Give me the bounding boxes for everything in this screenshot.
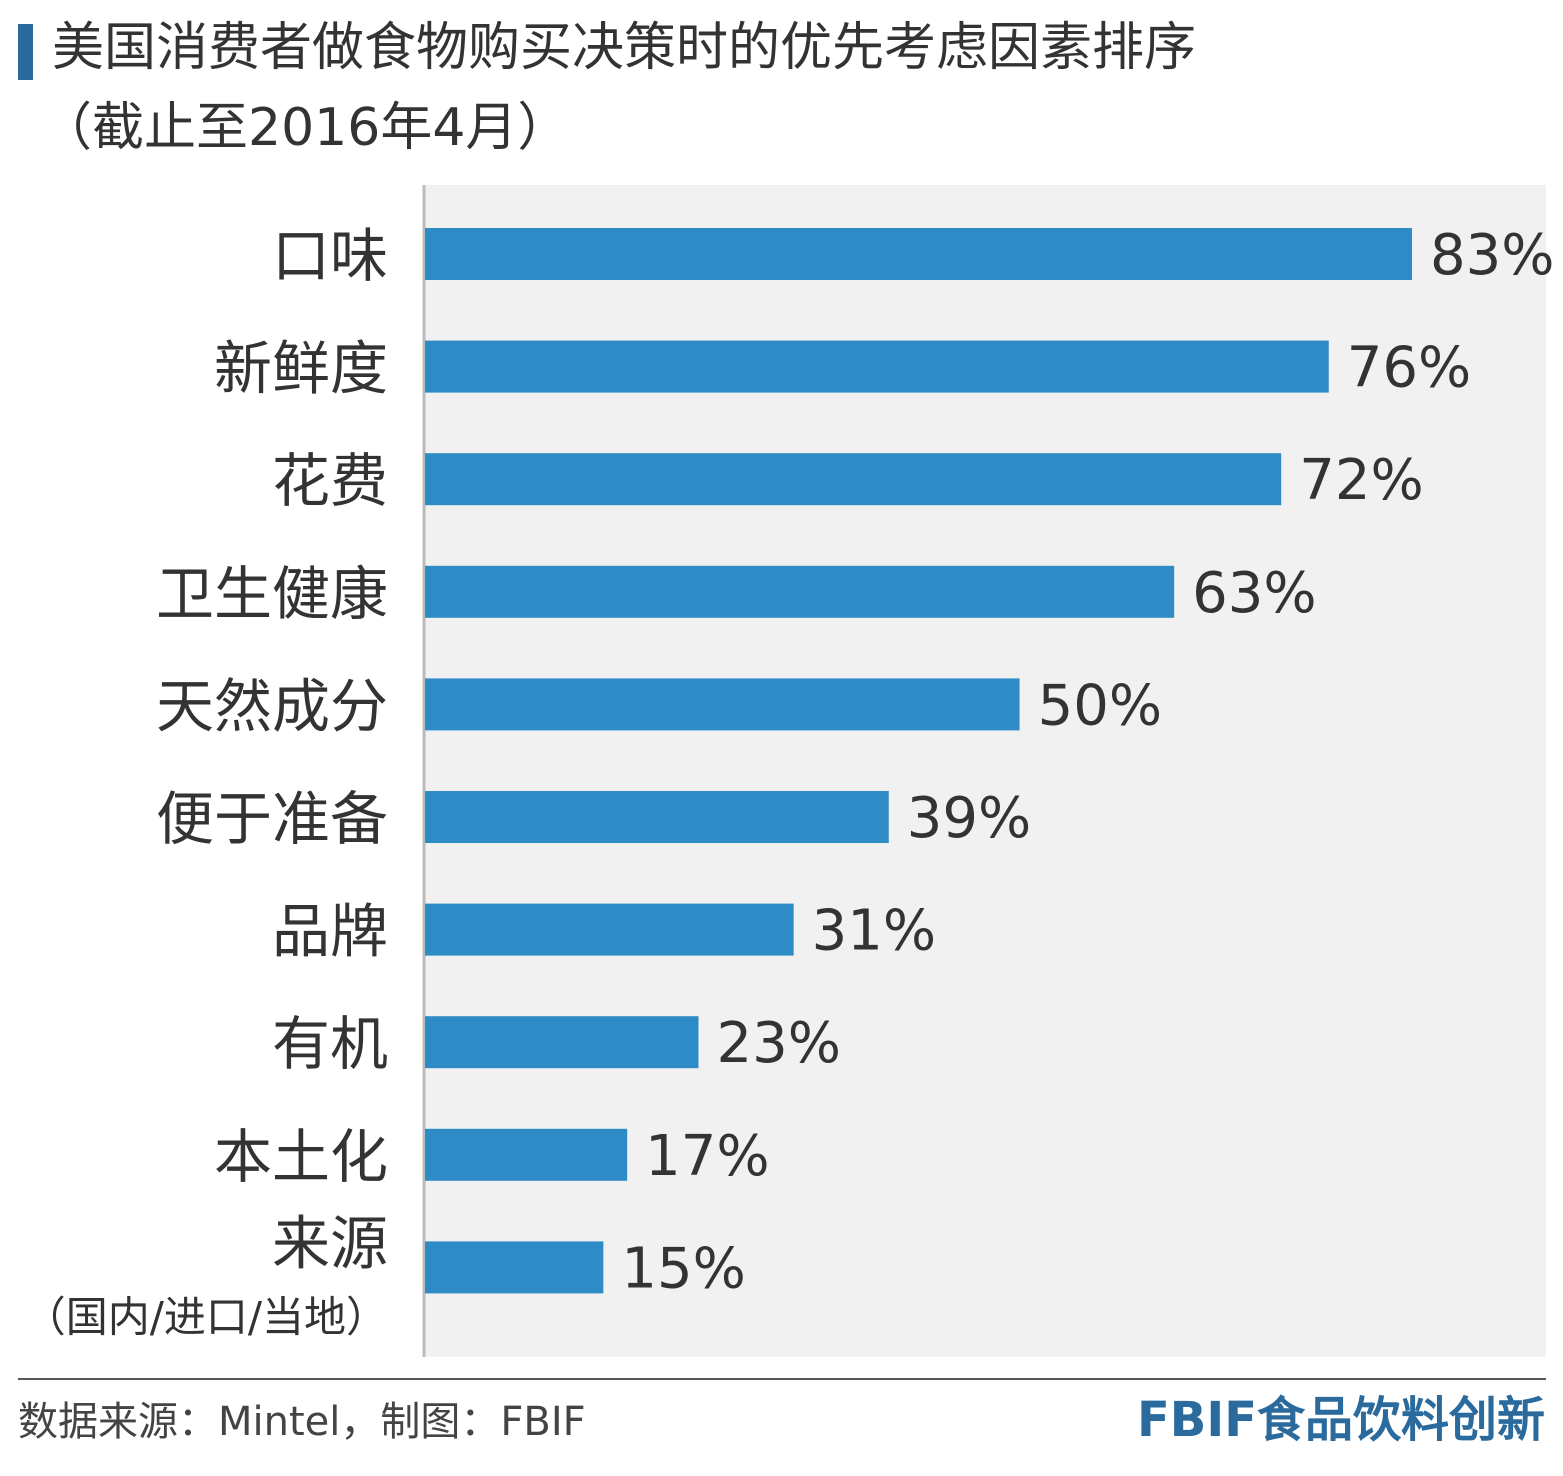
category-label: 天然成分 <box>156 672 388 740</box>
chart-title: 美国消费者做食物购买决策时的优先考虑因素排序 <box>52 18 1197 78</box>
brand-logo-text: FBIF食品饮料创新 <box>1136 1392 1545 1448</box>
bar <box>425 340 1329 393</box>
bar-value-label: 31% <box>812 899 936 964</box>
bar-value-label: 72% <box>1299 448 1423 513</box>
data-source-note: 数据来源：Mintel，制图：FBIF <box>18 1399 586 1445</box>
bar <box>425 228 1412 280</box>
bar-value-label: 15% <box>621 1236 745 1301</box>
category-label: 本土化 <box>214 1123 388 1191</box>
category-label: 来源 <box>272 1209 388 1277</box>
footer-divider <box>18 1378 1546 1380</box>
bar <box>425 453 1282 506</box>
category-label: 卫生健康 <box>156 560 388 628</box>
category-label: 口味 <box>272 222 388 290</box>
bar <box>425 1128 628 1181</box>
category-label: 新鲜度 <box>214 335 388 403</box>
title-accent-bar <box>18 24 33 80</box>
bar-value-label: 23% <box>717 1011 841 1076</box>
category-label: 花费 <box>272 447 388 515</box>
bar <box>425 791 889 843</box>
bar <box>425 678 1020 731</box>
bar-value-label: 17% <box>645 1124 769 1189</box>
category-label: 品牌 <box>272 898 388 966</box>
bar <box>425 903 794 956</box>
bar-value-label: 39% <box>907 786 1031 851</box>
bar-value-label: 50% <box>1038 673 1162 738</box>
category-label: 便于准备 <box>156 785 388 853</box>
chart-subtitle: （截止至2016年4月） <box>40 98 570 158</box>
bar-value-label: 83% <box>1430 223 1554 288</box>
bar-value-label: 63% <box>1192 561 1316 626</box>
bar <box>425 1241 604 1294</box>
category-sublabel: （国内/进口/当地） <box>24 1292 388 1341</box>
category-label: 有机 <box>272 1010 388 1078</box>
bar <box>425 565 1175 618</box>
bar-value-label: 76% <box>1347 336 1471 401</box>
bar <box>425 1016 699 1069</box>
